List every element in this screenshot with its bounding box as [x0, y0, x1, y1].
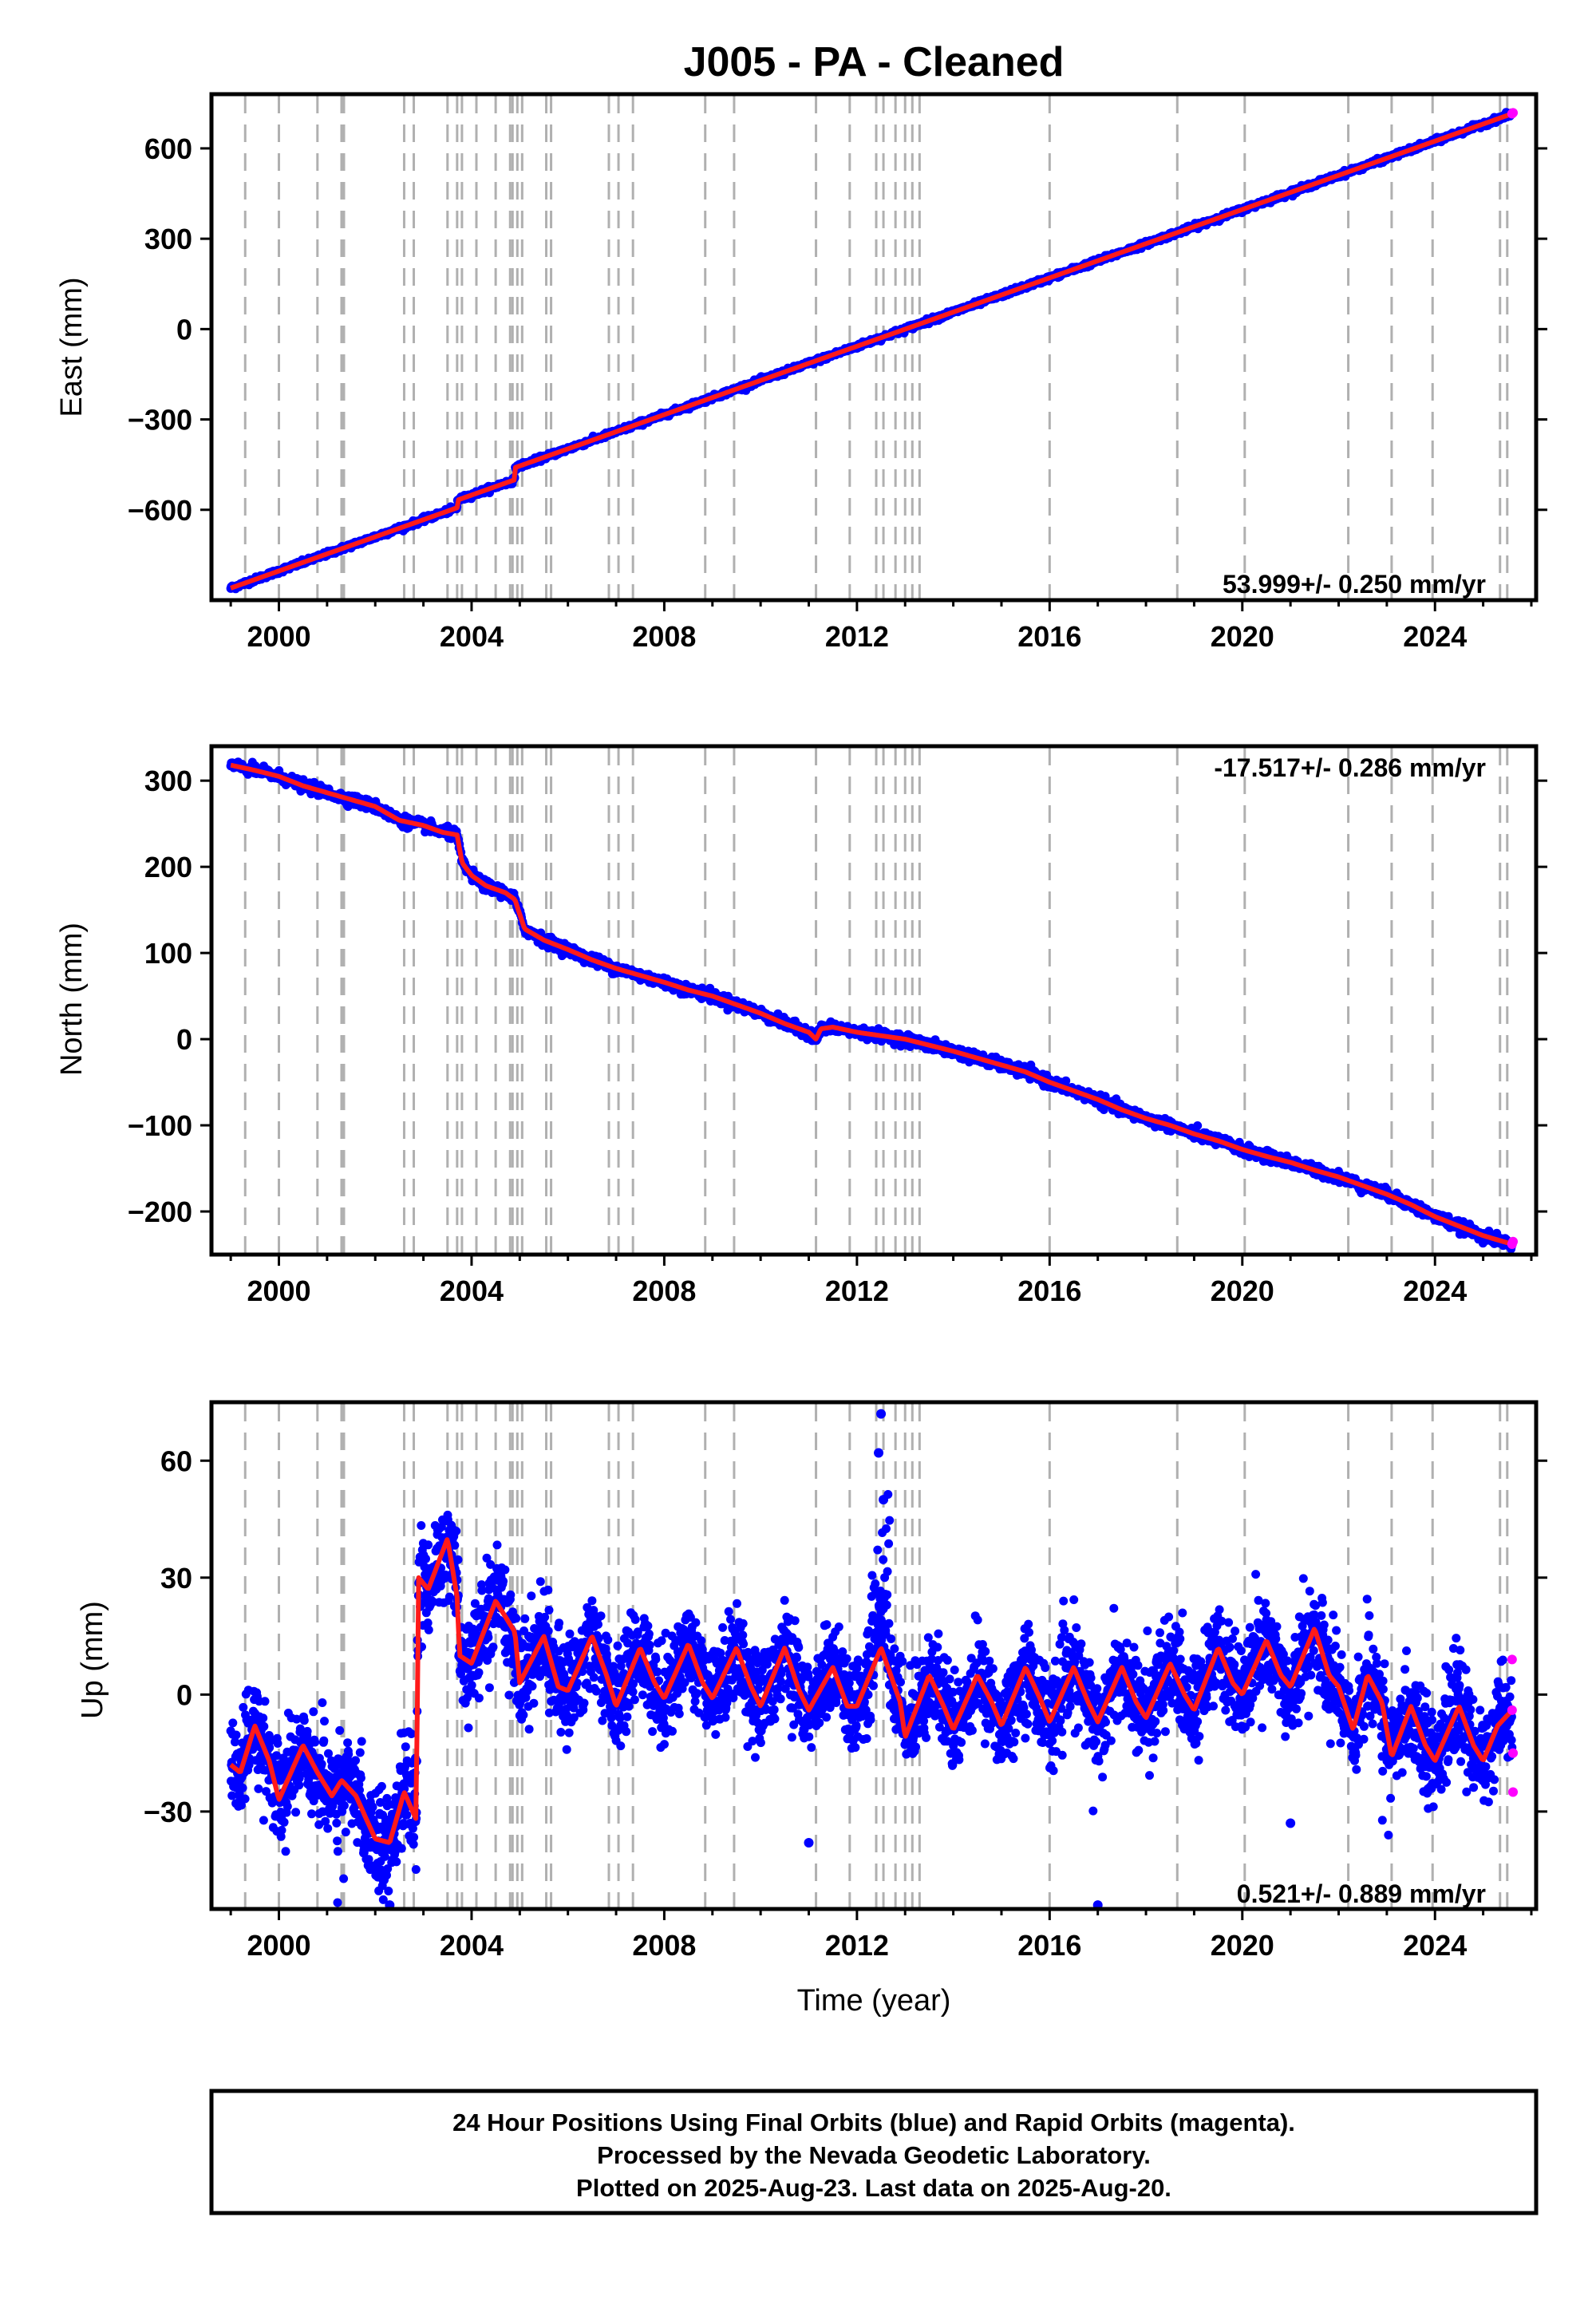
x-tick-label: 2020: [1211, 620, 1274, 653]
y-tick-label: −600: [128, 494, 192, 527]
rapid-orbit-point: [1508, 108, 1519, 118]
y-tick-label: 300: [144, 223, 192, 255]
x-tick-label: 2004: [440, 620, 504, 653]
ylabel-east: East (mm): [55, 277, 89, 417]
chart-title: J005 - PA - Cleaned: [684, 39, 1065, 85]
x-tick-label: 2008: [632, 620, 696, 653]
x-tick-label: 2024: [1403, 620, 1467, 653]
panel-east: −600 −300 0 300 600 2000 2004 2008 2012 2016 2020 2…: [128, 92, 1547, 653]
data-point: [1193, 1121, 1203, 1130]
x-tick-label: 2016: [1017, 620, 1081, 653]
x-tick-label: 2012: [825, 620, 889, 653]
y-tick-label: 0: [176, 313, 192, 346]
rate-label-east: 53.999+/- 0.250 mm/yr: [1223, 570, 1486, 599]
y-tick-label: −300: [128, 404, 192, 437]
y-tick-label: 600: [144, 132, 192, 165]
x-tick-label: 2000: [247, 620, 310, 653]
